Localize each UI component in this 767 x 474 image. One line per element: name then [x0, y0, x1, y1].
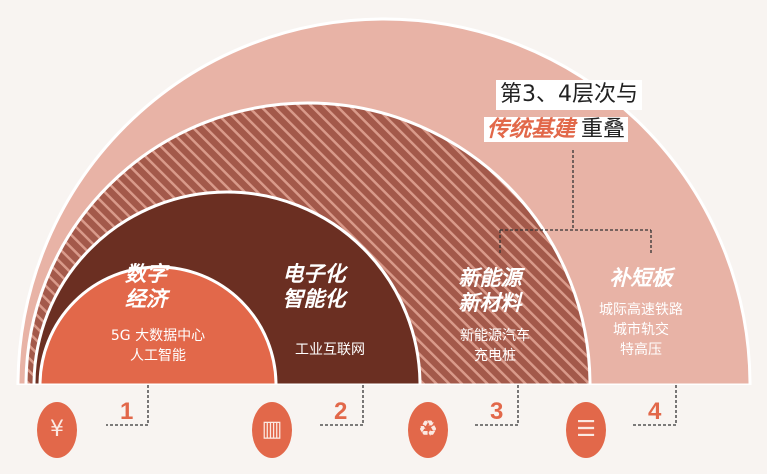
callout-suffix: 重叠 [578, 117, 629, 142]
layer-1-title: 数字 经济 [125, 262, 167, 311]
callout-line2: 传统基建 重叠 [484, 114, 629, 146]
layer-4-items: 城际高速铁路 城市轨交 特高压 [599, 302, 683, 358]
layer-4-title: 补短板 [609, 266, 673, 290]
callout-highlight: 传统基建 [484, 117, 579, 142]
layer-1-items: 5G 大数据中心 人工智能 [110, 328, 206, 364]
layer-3-items: 新能源汽车 充电桩 [460, 328, 530, 364]
callout-line1: 第3、4层次与 [496, 80, 642, 110]
layer-3-number: 3 [490, 398, 504, 425]
layer-4-number: 4 [648, 398, 662, 425]
connector-lines [106, 150, 677, 426]
layer-3-title: 新能源 新材料 [458, 266, 522, 315]
layer-1-arc [38, 265, 278, 387]
layer-2-number: 2 [334, 398, 348, 425]
railway-track-icon: ☰ [566, 402, 606, 458]
smart-building-icon: ▥ [252, 402, 292, 458]
layer-2-items: 工业互联网 [295, 342, 365, 358]
recycle-energy-icon: ♻ [408, 402, 448, 458]
layer-1-number: 1 [120, 398, 134, 425]
chip-yuan-icon: ¥ [37, 402, 77, 458]
layer-2-title: 电子化 智能化 [282, 262, 346, 311]
